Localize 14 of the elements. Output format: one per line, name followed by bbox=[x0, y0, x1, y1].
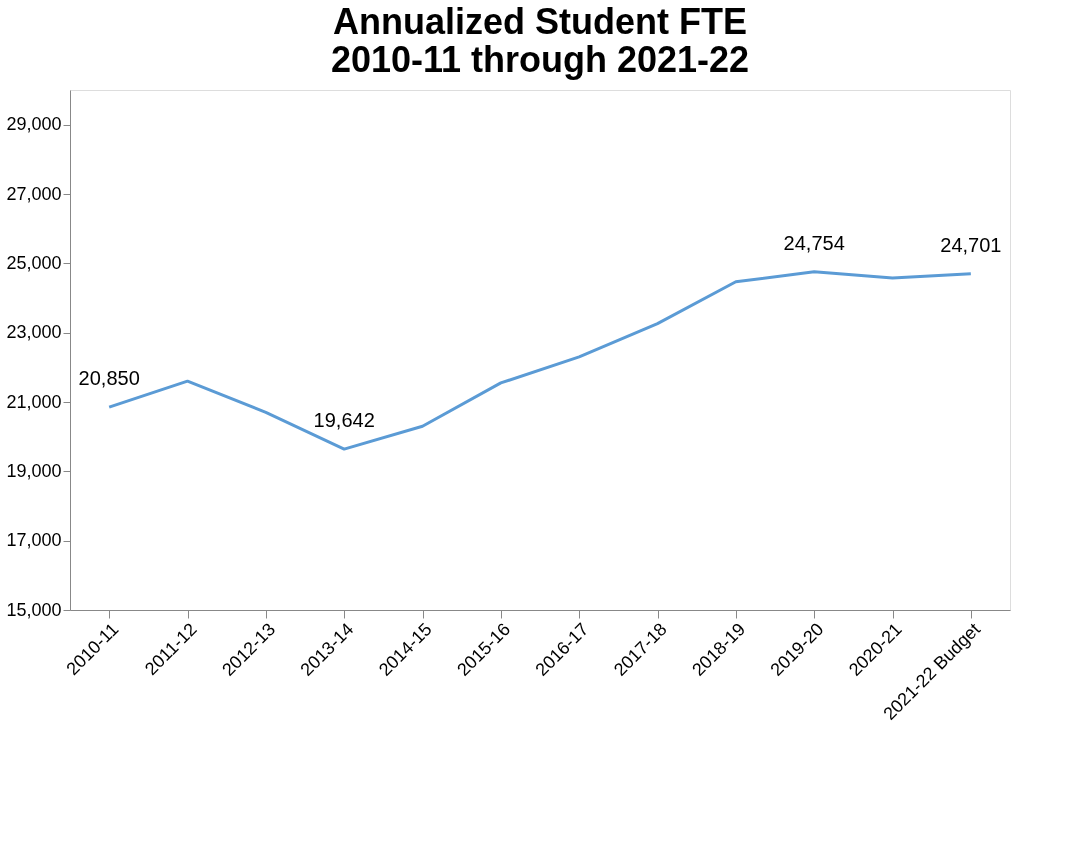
text: 2010-11 through 2021-22 bbox=[330, 39, 750, 80]
y-tick-label: 23,000 bbox=[6, 322, 62, 343]
y-tick-label: 29,000 bbox=[6, 114, 62, 135]
y-tick-label: 19,000 bbox=[6, 460, 62, 481]
y-tick-label: 15,000 bbox=[6, 599, 62, 620]
data-label: 19,642 bbox=[313, 409, 375, 432]
data-label: 24,754 bbox=[783, 231, 845, 254]
y-tick-label: 21,000 bbox=[6, 391, 62, 412]
y-tick-label: 17,000 bbox=[6, 530, 62, 551]
data-label: 24,701 bbox=[940, 233, 1002, 256]
y-tick-label: 25,000 bbox=[6, 252, 62, 273]
data-label: 20,850 bbox=[78, 367, 140, 390]
text: Annualized Student FTE bbox=[333, 1, 747, 42]
y-tick-label: 27,000 bbox=[6, 183, 62, 204]
